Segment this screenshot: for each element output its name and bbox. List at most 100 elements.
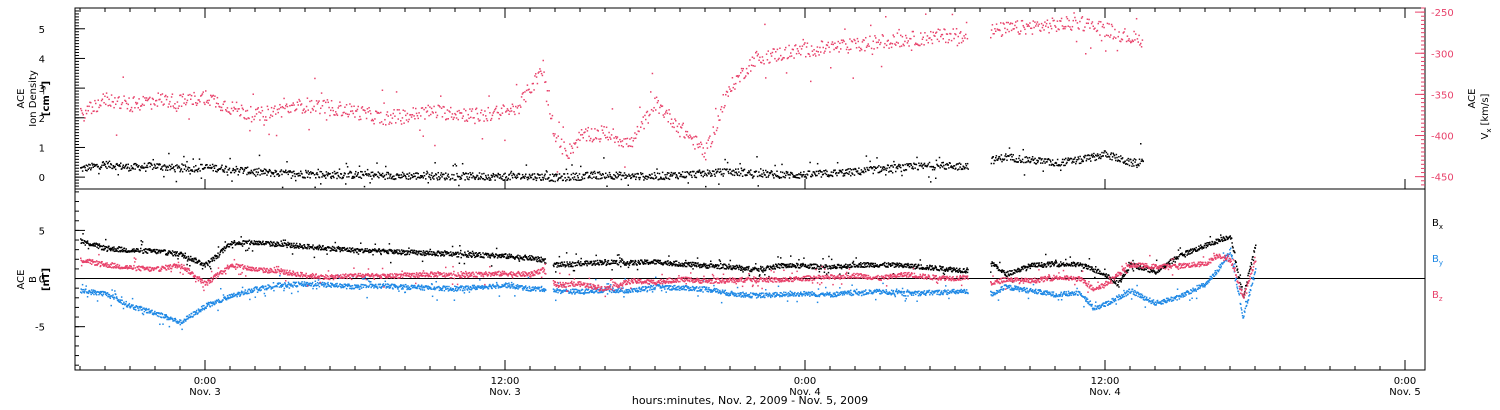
bx-point <box>191 257 194 260</box>
vx-point <box>345 104 348 106</box>
bx-point <box>383 251 386 253</box>
vx-point <box>257 107 259 109</box>
density-point <box>785 170 788 173</box>
density-point <box>443 177 446 180</box>
density-point <box>256 173 259 176</box>
bx-point <box>835 267 837 270</box>
bx-point <box>81 239 84 241</box>
density-point <box>85 164 88 166</box>
density-point <box>492 172 494 175</box>
vx-point <box>479 119 481 122</box>
bx-point <box>827 271 830 274</box>
bx-point <box>535 256 537 259</box>
density-point <box>923 162 926 165</box>
density-point <box>843 174 846 177</box>
density-point <box>261 173 263 175</box>
bx-point <box>828 255 830 258</box>
vx-point <box>909 37 911 40</box>
density-point <box>905 169 908 171</box>
density-tick-label: 5 <box>39 25 45 36</box>
bx-point <box>951 270 953 273</box>
vx-point <box>850 40 853 42</box>
vx-point <box>943 28 945 30</box>
bx-point <box>272 244 274 246</box>
vx-point <box>600 138 602 140</box>
density-point <box>1137 163 1139 166</box>
bx-point <box>303 244 306 246</box>
vx-point <box>463 108 465 110</box>
bx-point <box>184 252 187 255</box>
vx-point <box>433 105 435 108</box>
bx-point <box>350 247 353 250</box>
density-point <box>480 175 482 178</box>
density-point <box>1122 161 1124 164</box>
density-point <box>288 171 291 173</box>
density-point <box>964 166 966 169</box>
vx-point <box>105 92 108 94</box>
vx-point <box>205 101 208 103</box>
vx-point <box>381 89 384 92</box>
density-point <box>198 158 201 160</box>
bx-point <box>638 262 640 265</box>
density-point <box>831 175 834 178</box>
density-point <box>1076 158 1079 161</box>
density-point <box>1100 155 1103 158</box>
density-point <box>213 167 216 170</box>
vx-point <box>897 42 899 44</box>
vx-point <box>1006 28 1009 31</box>
vx-point <box>679 135 681 138</box>
bx-point <box>862 266 865 268</box>
density-tick-label: 3 <box>39 84 45 95</box>
bx-point <box>900 263 902 265</box>
density-point <box>703 174 706 177</box>
density-point <box>900 166 902 169</box>
density-point <box>941 166 944 168</box>
density-point <box>670 171 673 174</box>
density-point <box>326 174 329 177</box>
bx-point <box>116 250 118 252</box>
bx-point <box>181 255 183 258</box>
density-point <box>791 172 793 174</box>
bx-point <box>611 269 613 271</box>
bx-point <box>217 246 220 248</box>
bx-point <box>685 265 688 268</box>
bx-point <box>898 262 901 265</box>
vx-point <box>681 124 684 126</box>
bx-point <box>411 252 414 254</box>
density-point <box>281 186 284 189</box>
density-point <box>194 169 196 172</box>
density-point <box>556 179 559 182</box>
bx-point <box>679 264 681 266</box>
vx-point <box>250 120 253 123</box>
density-point <box>538 174 540 176</box>
density-point <box>220 166 223 168</box>
density-point <box>263 172 265 175</box>
bx-point <box>685 262 687 264</box>
vx-point <box>423 108 425 111</box>
density-point <box>330 177 333 180</box>
vx-point <box>380 111 382 114</box>
density-point <box>92 166 94 168</box>
bx-point <box>824 266 826 269</box>
bx-point <box>878 265 881 268</box>
vx-point <box>642 116 644 118</box>
bx-point <box>408 247 410 249</box>
density-point <box>1115 153 1118 156</box>
vx-point <box>1040 30 1042 32</box>
vx-point <box>439 106 441 108</box>
vx-point <box>215 102 218 104</box>
vx-point <box>499 113 501 116</box>
density-point <box>145 170 147 172</box>
vx-point <box>443 106 445 108</box>
bx-point <box>644 259 646 261</box>
bx-point <box>221 249 223 252</box>
vx-point <box>912 30 914 33</box>
vx-point <box>111 100 114 103</box>
density-point <box>144 166 146 169</box>
vx-point <box>911 30 914 33</box>
bx-point <box>889 263 891 266</box>
bx-point <box>826 265 829 268</box>
density-point <box>661 178 663 180</box>
density-point <box>187 166 189 169</box>
bx-point <box>595 260 597 262</box>
